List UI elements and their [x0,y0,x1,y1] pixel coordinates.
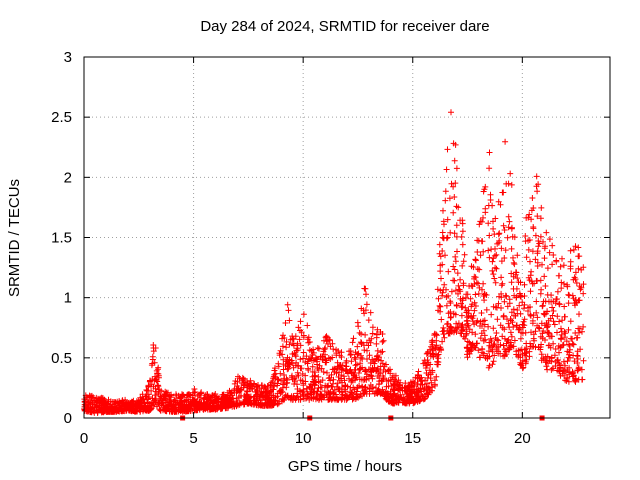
y-tick-label: 2.5 [51,109,72,126]
y-tick-label: 1 [64,290,72,307]
chart-title: Day 284 of 2024, SRMTID for receiver dar… [200,18,489,35]
y-tick-labels: 0 0.5 1 1.5 2 2.5 3 [51,49,72,427]
x-tick-label: 5 [189,430,197,447]
y-tick-label: 0 [64,410,72,427]
x-tick-label: 0 [80,430,88,447]
axis-ticks [83,56,610,419]
y-tick-label: 0.5 [51,350,72,367]
x-tick-label: 20 [514,430,531,447]
srmtid-points [81,109,587,416]
data-points [81,109,587,416]
x-tick-label: 15 [404,430,421,447]
x-axis-label: GPS time / hours [288,458,402,475]
y-tick-label: 1.5 [51,230,72,247]
y-tick-label: 3 [64,49,72,66]
y-axis-label: SRMTID / TECUs [6,179,23,297]
x-tick-label: 10 [295,430,312,447]
x-tick-labels: 0 5 10 15 20 [80,430,531,447]
y-tick-label: 2 [64,169,72,186]
